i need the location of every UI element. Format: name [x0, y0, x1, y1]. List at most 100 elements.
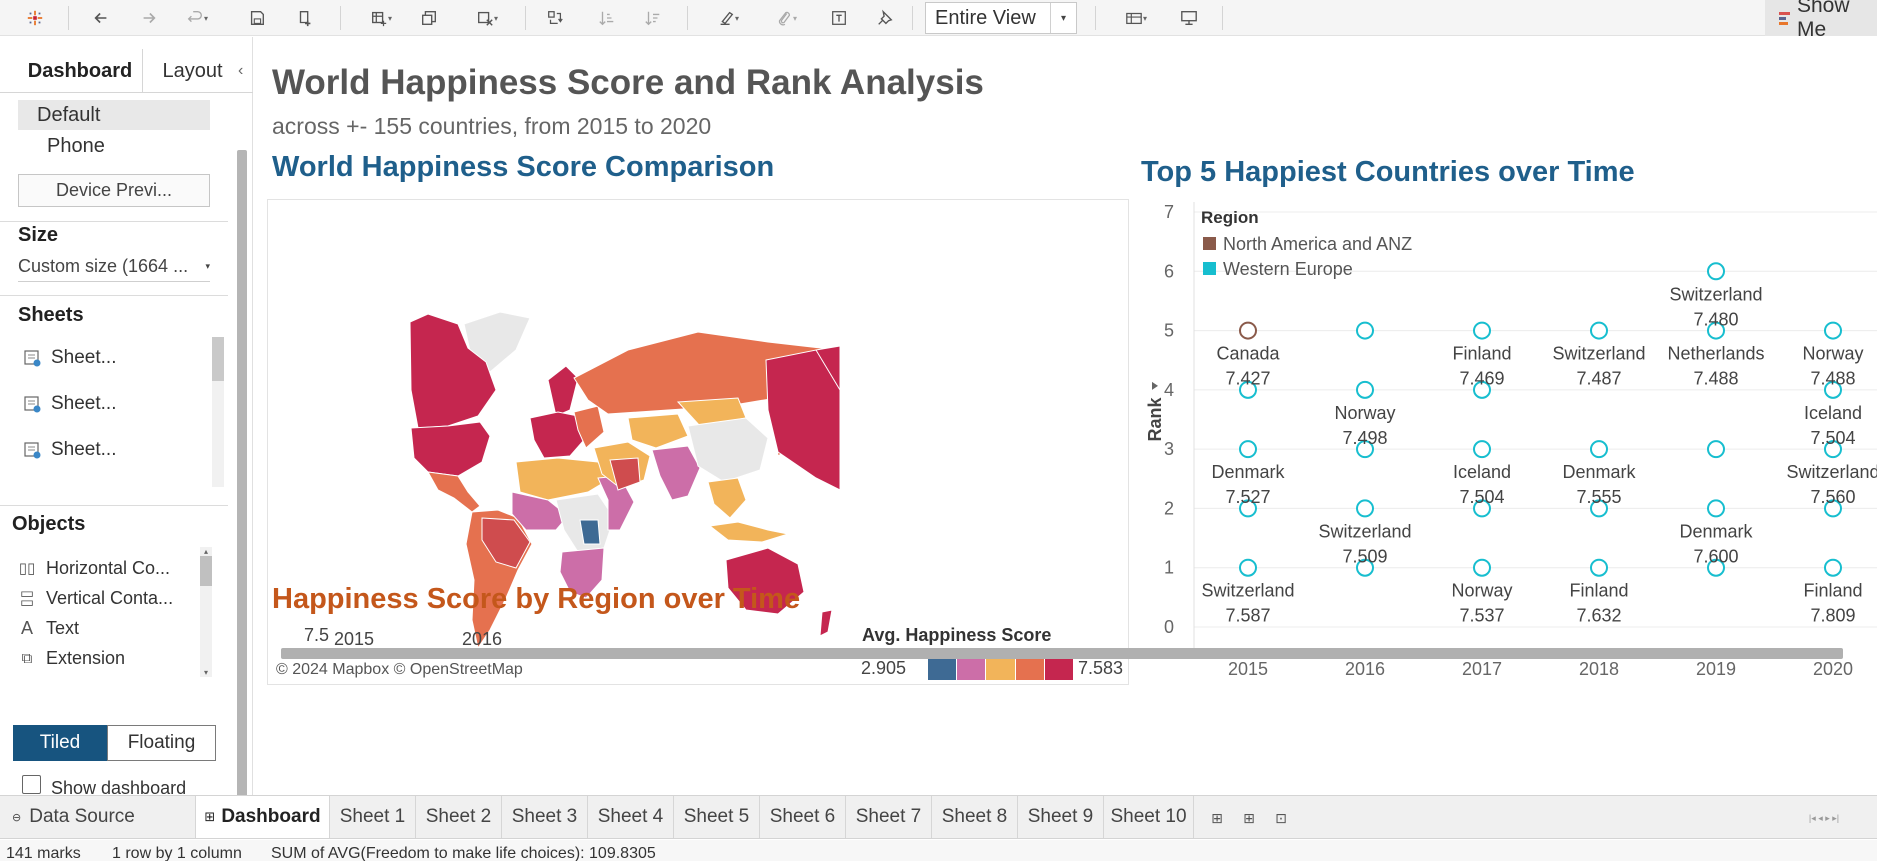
sheet-tab-sheet-10[interactable]: Sheet 10	[1104, 796, 1194, 838]
rank-point[interactable]	[1590, 499, 1608, 518]
data-source-tab[interactable]: ⊖ Data Source	[0, 796, 196, 838]
panel-scrollbar[interactable]	[237, 150, 247, 798]
device-phone[interactable]: Phone	[47, 134, 105, 157]
rank-point[interactable]	[1824, 440, 1842, 459]
rank-point[interactable]	[1356, 380, 1374, 399]
rank-point[interactable]	[1824, 499, 1842, 518]
size-dropdown[interactable]: Custom size (1664 ... ▾	[18, 252, 210, 282]
highlight-icon[interactable]: ▾	[708, 5, 748, 31]
rank-point[interactable]	[1590, 440, 1608, 459]
new-story-icon[interactable]: ⊡	[1275, 809, 1287, 826]
rank-point[interactable]	[1590, 558, 1608, 577]
floating-toggle[interactable]: Floating	[107, 725, 216, 761]
show-cards-icon[interactable]: ▾	[1116, 5, 1156, 31]
new-worksheet-icon[interactable]: ▾	[358, 5, 404, 31]
rank-point[interactable]	[1473, 499, 1491, 518]
legend-max: 7.583	[1078, 658, 1124, 678]
rank-point[interactable]	[1356, 321, 1374, 340]
sheet-tab-sheet-9[interactable]: Sheet 9	[1018, 796, 1104, 838]
y-tick-label: 1	[1164, 558, 1174, 578]
object-vertical-container[interactable]: ▭ ▭ Vertical Conta...	[17, 585, 173, 611]
device-default[interactable]: Default	[18, 100, 210, 130]
rank-point[interactable]	[1356, 558, 1374, 577]
fit-dropdown[interactable]: Entire View ▾	[925, 2, 1077, 34]
point-score-label: 7.632	[1576, 606, 1621, 626]
rank-point[interactable]	[1473, 440, 1491, 459]
rank-point[interactable]	[1239, 380, 1257, 399]
sheet-tab-sheet-5[interactable]: Sheet 5	[674, 796, 760, 838]
sheets-scrollbar[interactable]	[212, 337, 224, 487]
sheet-list-item[interactable]: Sheet...	[24, 436, 117, 464]
scroll-up-icon[interactable]: ▴	[203, 547, 208, 556]
rank-point[interactable]	[1473, 380, 1491, 399]
presentation-mode-icon[interactable]	[1176, 5, 1202, 31]
rank-point[interactable]	[1707, 321, 1725, 340]
sort-ascending-icon[interactable]	[594, 5, 620, 31]
sheet-list-item[interactable]: Sheet...	[24, 344, 117, 372]
rank-point[interactable]	[1590, 321, 1608, 340]
dashboard-side-panel: Dashboard Layout ‹ Default Phone Device …	[0, 37, 253, 828]
region-chart[interactable]: 7.5 2015 2016	[267, 625, 1129, 665]
new-worksheet-icon[interactable]: ⊞	[1211, 809, 1223, 826]
sheet-tab-sheet-3[interactable]: Sheet 3	[502, 796, 588, 838]
tiled-toggle[interactable]: Tiled	[13, 725, 107, 761]
sort-descending-icon[interactable]	[640, 5, 666, 31]
tableau-logo-icon[interactable]	[22, 5, 48, 31]
new-dashboard-icon[interactable]: ⊞	[1243, 809, 1255, 826]
sheet-tab-sheet-1[interactable]: Sheet 1	[330, 796, 416, 838]
happiness-map[interactable]: © 2024 Mapbox © OpenStreetMap Avg. Happi…	[267, 199, 1129, 685]
object-horizontal-container[interactable]: ▯▯ Horizontal Co...	[17, 555, 170, 581]
scrollbar-thumb[interactable]	[212, 337, 224, 381]
device-preview-button[interactable]: Device Previ...	[18, 174, 210, 207]
object-extension[interactable]: ⧉ Extension	[17, 645, 125, 671]
rank-point[interactable]	[1707, 558, 1725, 577]
rank-point[interactable]	[1707, 440, 1725, 459]
sheet-tab-sheet-4[interactable]: Sheet 4	[588, 796, 674, 838]
tab-dashboard[interactable]: Dashboard	[27, 59, 133, 82]
rank-point[interactable]	[1824, 558, 1842, 577]
clear-sheet-icon[interactable]: ▾	[464, 5, 510, 31]
rank-point[interactable]	[1707, 499, 1725, 518]
save-icon[interactable]	[244, 5, 270, 31]
sheet-list-item[interactable]: Sheet...	[24, 390, 117, 418]
sheet-tab-sheet-8[interactable]: Sheet 8	[932, 796, 1018, 838]
rank-point[interactable]	[1356, 499, 1374, 518]
replay-icon[interactable]: ▾	[180, 5, 214, 31]
sheet-tab-sheet-7[interactable]: Sheet 7	[846, 796, 932, 838]
show-me-button[interactable]: Show Me	[1765, 0, 1877, 41]
tab-layout[interactable]: Layout	[142, 49, 242, 93]
show-labels-icon[interactable]	[826, 5, 852, 31]
swap-rows-columns-icon[interactable]	[542, 5, 568, 31]
undo-icon[interactable]	[88, 5, 114, 31]
rank-point[interactable]	[1707, 262, 1725, 281]
new-data-source-icon[interactable]	[292, 5, 318, 31]
show-dashboard-title-checkbox[interactable]	[22, 775, 41, 794]
rank-point[interactable]	[1824, 321, 1842, 340]
australia-shape	[725, 547, 805, 615]
redo-icon[interactable]	[136, 5, 162, 31]
tab-scroll-arrows-icon[interactable]: |◂ ◂ ▸ ▸|	[1808, 812, 1840, 823]
chevron-down-icon[interactable]: ▾	[1050, 3, 1076, 33]
scroll-down-icon[interactable]: ▾	[203, 668, 208, 677]
collapse-panel-icon[interactable]: ‹	[238, 62, 244, 79]
sheet-tab-sheet-6[interactable]: Sheet 6	[760, 796, 846, 838]
rank-point[interactable]	[1239, 440, 1257, 459]
rank-point[interactable]	[1473, 321, 1491, 340]
objects-scrollbar[interactable]: ▴ ▾	[200, 547, 212, 677]
rank-point[interactable]	[1239, 499, 1257, 518]
sheet-tab-sheet-2[interactable]: Sheet 2	[416, 796, 502, 838]
rank-point[interactable]	[1356, 440, 1374, 459]
duplicate-sheet-icon[interactable]	[416, 5, 442, 31]
rank-point[interactable]	[1239, 558, 1257, 577]
scrollbar-thumb[interactable]	[200, 556, 212, 586]
rank-chart[interactable]: 0 1 2 3 4 5 6 7 Rank 2015 2016 2017 2018 2019 2020 Regi…	[1139, 202, 1877, 678]
world-map-shapes[interactable]	[268, 200, 1130, 686]
group-members-icon[interactable]: ▾	[766, 5, 806, 31]
object-text[interactable]: A Text	[17, 615, 79, 641]
dashboard-horizontal-scrollbar[interactable]	[281, 648, 1843, 659]
rank-point[interactable]	[1239, 321, 1257, 340]
fix-axes-pin-icon[interactable]	[872, 5, 898, 31]
rank-point[interactable]	[1824, 380, 1842, 399]
rank-point[interactable]	[1473, 558, 1491, 577]
sheet-tab-dashboard[interactable]: ⊞ Dashboard	[196, 796, 330, 838]
